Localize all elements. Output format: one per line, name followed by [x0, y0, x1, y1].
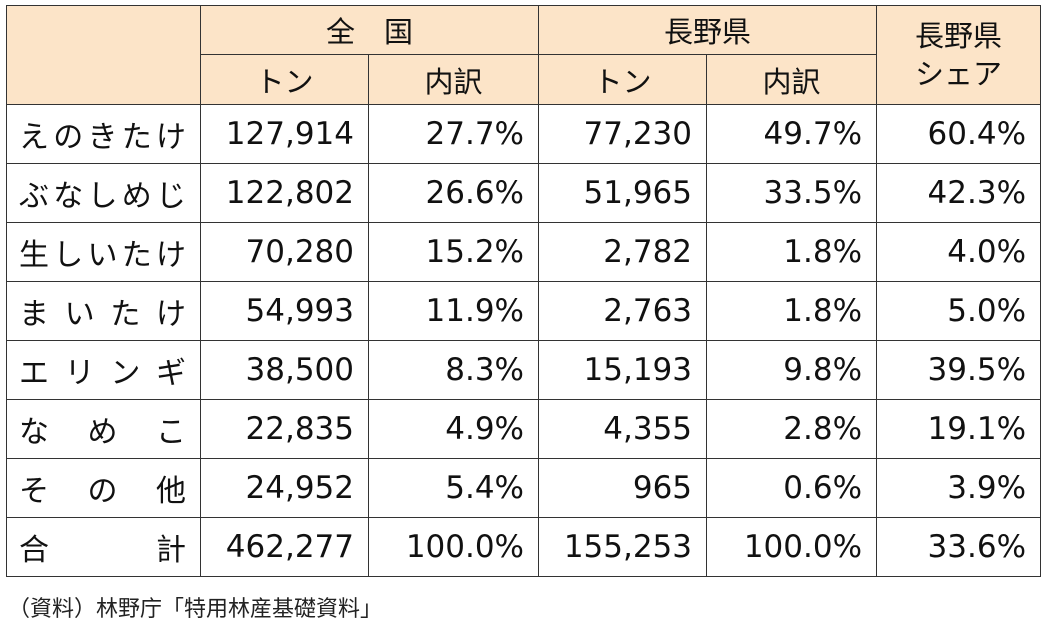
- table-row: 生しいたけ 70,280 15.2% 2,782 1.8% 4.0%: [6, 222, 1042, 282]
- nagano-breakdown-cell: 33.5%: [706, 163, 878, 223]
- corner-header-cell: [6, 5, 201, 105]
- row-label: エリンギ: [6, 340, 201, 400]
- nagano-breakdown-cell: 1.8%: [706, 281, 878, 341]
- nagano-share-cell: 60.4%: [876, 104, 1042, 164]
- row-label-char: け: [156, 238, 186, 273]
- row-label-char: じ: [156, 179, 186, 214]
- nagano-breakdown-cell: 100.0%: [706, 517, 878, 577]
- row-label-char: な: [19, 415, 49, 450]
- row-label: その他: [6, 458, 201, 518]
- row-label-char: ぶ: [19, 179, 49, 214]
- national-ton-cell: 462,277: [200, 517, 369, 577]
- row-label-char: な: [53, 179, 84, 214]
- row-label-char: た: [121, 120, 152, 155]
- row-label-char: し: [53, 238, 84, 273]
- share-header-line1: 長野県: [915, 19, 1003, 53]
- national-breakdown-cell: 5.4%: [367, 458, 540, 518]
- national-ton-cell: 127,914: [200, 104, 369, 164]
- nagano-share-cell: 33.6%: [876, 517, 1042, 577]
- row-label-char: 計: [156, 533, 186, 568]
- row-label-char: 他: [156, 474, 186, 509]
- nagano-ton-cell: 155,253: [538, 517, 708, 577]
- national-ton-cell: 122,802: [200, 163, 369, 223]
- row-label-char: こ: [156, 415, 186, 450]
- nagano-ton-cell: 15,193: [538, 340, 708, 400]
- row-label-char: け: [155, 297, 186, 332]
- national-breakdown-cell: 4.9%: [367, 399, 540, 459]
- row-label-char: め: [121, 179, 152, 214]
- national-breakdown-cell: 27.7%: [367, 104, 540, 164]
- national-ton-cell: 70,280: [200, 222, 369, 282]
- mushroom-production-table: 全 国 長野県 長野県 シェア トン 内訳 トン 内訳 えのきたけ 127,914…: [6, 5, 1042, 577]
- nagano-share-cell: 39.5%: [876, 340, 1042, 400]
- row-label-char: た: [110, 297, 141, 332]
- nagano-ton-cell: 965: [538, 458, 708, 518]
- national-ton-cell: 24,952: [200, 458, 369, 518]
- row-label: なめこ: [6, 399, 201, 459]
- national-breakdown-cell: 8.3%: [367, 340, 540, 400]
- nagano-share-cell: 19.1%: [876, 399, 1042, 459]
- row-label-char: ン: [110, 356, 141, 391]
- row-label-char: た: [121, 238, 152, 273]
- table-row: 合計 462,277 100.0% 155,253 100.0% 33.6%: [6, 517, 1042, 577]
- national-ton-header: トン: [200, 54, 369, 105]
- row-label-char: ギ: [155, 356, 186, 391]
- row-label-char: し: [87, 179, 118, 214]
- row-label-char: 合: [19, 533, 49, 568]
- nagano-ton-cell: 2,763: [538, 281, 708, 341]
- national-breakdown-cell: 100.0%: [367, 517, 540, 577]
- row-label-char: の: [53, 120, 84, 155]
- national-breakdown-cell: 15.2%: [367, 222, 540, 282]
- national-breakdown-cell: 11.9%: [367, 281, 540, 341]
- nagano-breakdown-cell: 49.7%: [706, 104, 878, 164]
- row-label-char: の: [87, 474, 118, 509]
- table-row: そ の 他 24,952 5.4% 965 0.6% 3.9%: [6, 458, 1042, 518]
- nagano-ton-cell: 4,355: [538, 399, 708, 459]
- row-label: えのきたけ: [6, 104, 201, 164]
- nagano-ton-header: トン: [538, 54, 708, 105]
- nagano-ton-cell: 51,965: [538, 163, 708, 223]
- table-row: な め こ 22,835 4.9% 4,355 2.8% 19.1%: [6, 399, 1042, 459]
- row-label: まいたけ: [6, 281, 201, 341]
- nagano-share-cell: 42.3%: [876, 163, 1042, 223]
- row-label: ぶなしめじ: [6, 163, 201, 223]
- national-ton-cell: 22,835: [200, 399, 369, 459]
- table-row: エリンギ 38,500 8.3% 15,193 9.8% 39.5%: [6, 340, 1042, 400]
- row-label-char: け: [156, 120, 186, 155]
- table-row: えのきたけ 127,914 27.7% 77,230 49.7% 60.4%: [6, 104, 1042, 164]
- nagano-share-cell: 4.0%: [876, 222, 1042, 282]
- nagano-breakdown-cell: 2.8%: [706, 399, 878, 459]
- source-note: （資料）林野庁「特用林産基礎資料」: [8, 597, 383, 622]
- nagano-breakdown-cell: 1.8%: [706, 222, 878, 282]
- row-label: 生しいたけ: [6, 222, 201, 282]
- row-label-char: 生: [19, 238, 49, 273]
- row-label-char: き: [87, 120, 118, 155]
- row-label-char: そ: [19, 474, 49, 509]
- nagano-share-header: 長野県 シェア: [876, 5, 1042, 105]
- nagano-breakdown-cell: 9.8%: [706, 340, 878, 400]
- national-header: 全 国: [199, 5, 540, 55]
- row-label-char: め: [87, 415, 118, 450]
- national-ton-cell: 54,993: [200, 281, 369, 341]
- row-label-char: リ: [64, 356, 95, 391]
- nagano-ton-cell: 2,782: [538, 222, 708, 282]
- row-label-char: い: [64, 297, 95, 332]
- row-label-char: え: [19, 120, 49, 155]
- nagano-ton-cell: 77,230: [538, 104, 708, 164]
- row-label-char: い: [87, 238, 118, 273]
- national-ton-cell: 38,500: [200, 340, 369, 400]
- national-breakdown-cell: 26.6%: [367, 163, 540, 223]
- nagano-breakdown-cell: 0.6%: [706, 458, 878, 518]
- table-row: ぶなしめじ 122,802 26.6% 51,965 33.5% 42.3%: [6, 163, 1042, 223]
- nagano-header: 長野県: [538, 5, 878, 55]
- table-row: まいたけ 54,993 11.9% 2,763 1.8% 5.0%: [6, 281, 1042, 341]
- share-header-line2: シェア: [915, 57, 1003, 91]
- national-breakdown-header: 内訳: [367, 54, 540, 105]
- row-label-char: ま: [19, 297, 49, 332]
- nagano-breakdown-header: 内訳: [706, 54, 878, 105]
- nagano-share-cell: 5.0%: [876, 281, 1042, 341]
- row-label-char: エ: [19, 356, 49, 391]
- row-label: 合計: [6, 517, 201, 577]
- nagano-share-cell: 3.9%: [876, 458, 1042, 518]
